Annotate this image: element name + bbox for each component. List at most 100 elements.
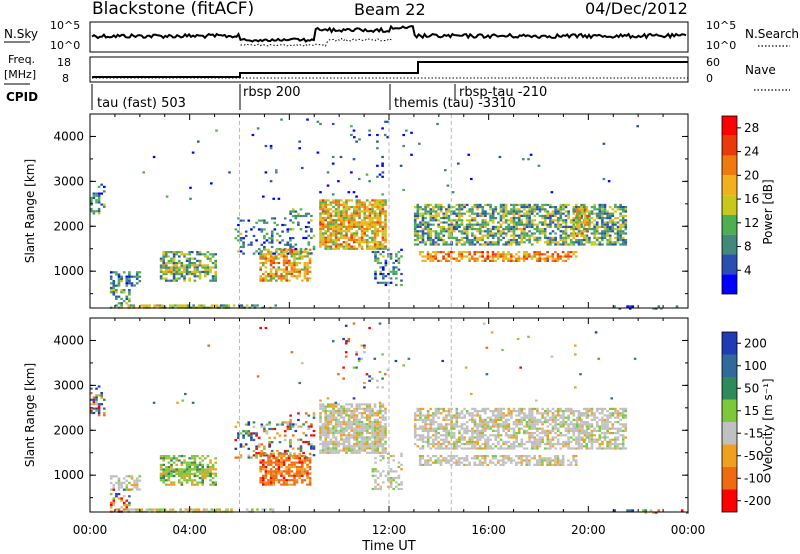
heatmap-cell [564, 230, 568, 233]
heatmap-cell [117, 481, 121, 484]
nsearch-label: N.Search [745, 27, 799, 41]
heatmap-cell [175, 273, 178, 276]
heatmap-cell [379, 445, 382, 448]
heatmap-cell [455, 223, 459, 226]
heatmap-cell [598, 232, 602, 235]
heatmap-cell [381, 403, 385, 406]
heatmap-cell [447, 407, 451, 410]
heatmap-cell [564, 429, 568, 432]
heatmap-cell [578, 225, 582, 229]
heatmap-cell [128, 300, 131, 303]
heatmap-cell [297, 418, 300, 422]
heatmap-cell [517, 412, 521, 415]
heatmap-cell [384, 259, 388, 262]
heatmap-cell [256, 127, 260, 130]
heatmap-cell [247, 421, 251, 424]
heatmap-cell [345, 199, 348, 202]
heatmap-cell [458, 445, 461, 448]
heatmap-cell [262, 257, 265, 260]
heatmap-cell [324, 203, 327, 206]
heatmap-cell [484, 440, 487, 443]
heatmap-cell [442, 239, 446, 242]
heatmap-cell [559, 225, 563, 228]
heatmap-cell [525, 432, 529, 435]
heatmap-cell [363, 409, 366, 413]
heatmap-cell [439, 230, 443, 233]
heatmap-cell [577, 241, 581, 244]
heatmap-cell [432, 427, 435, 430]
heatmap-cell [301, 481, 304, 484]
heatmap-cell [295, 461, 299, 464]
heatmap-cell [432, 412, 435, 415]
heatmap-cell [293, 257, 296, 260]
heatmap-cell [308, 476, 312, 480]
heatmap-cell [494, 436, 498, 439]
heatmap-cell [347, 225, 351, 228]
heatmap-cell [541, 436, 544, 439]
heatmap-cell [225, 508, 228, 511]
heatmap-cell [439, 259, 443, 262]
heatmap-cell [357, 177, 361, 181]
heatmap-cell [491, 208, 495, 211]
heatmap-cell [499, 225, 503, 228]
heatmap-cell [525, 251, 529, 254]
heatmap-cell [429, 427, 433, 430]
heatmap-cell [379, 451, 382, 454]
heatmap-cell [337, 201, 340, 204]
heatmap-cell [554, 212, 557, 215]
heatmap-cell [621, 214, 625, 217]
heatmap-cell [267, 461, 270, 464]
heatmap-cell [447, 232, 451, 235]
heatmap-cell [363, 201, 366, 204]
heatmap-cell [321, 236, 325, 239]
heatmap-cell [363, 438, 366, 441]
heatmap-cell [400, 468, 403, 471]
heatmap-cell [277, 197, 281, 200]
heatmap-cell [510, 234, 513, 237]
heatmap-cell [262, 277, 265, 280]
heatmap-cell [97, 409, 101, 412]
heatmap-cell [489, 410, 492, 413]
heatmap-cell [290, 255, 294, 258]
heatmap-cell [504, 443, 508, 446]
heatmap-cell [497, 410, 500, 413]
heatmap-cell [167, 455, 171, 458]
heatmap-cell [452, 423, 456, 426]
heatmap-cell [520, 423, 524, 426]
heatmap-cell [319, 442, 322, 446]
heatmap-cell [590, 445, 594, 448]
heatmap-cell [603, 225, 607, 228]
heatmap-cell [327, 420, 330, 424]
heatmap-cell [347, 409, 351, 413]
heatmap-cell [109, 282, 113, 285]
heatmap-cell [588, 438, 591, 441]
heatmap-cell [400, 487, 403, 491]
heatmap-cell [247, 456, 251, 459]
heatmap-cell [538, 438, 542, 441]
heatmap-cell [290, 461, 294, 464]
heatmap-cell [324, 438, 327, 441]
heatmap-cell [432, 210, 435, 213]
heatmap-cell [413, 429, 417, 432]
heatmap-cell [559, 214, 563, 217]
heatmap-cell [185, 271, 189, 274]
heatmap-cell [608, 219, 612, 222]
heatmap-cell [293, 461, 296, 464]
heatmap-cell [374, 270, 377, 273]
heatmap-cell [342, 427, 346, 430]
heatmap-cell [442, 243, 446, 246]
heatmap-cell [237, 234, 240, 238]
heatmap-cell [471, 427, 474, 430]
heatmap-cell [439, 236, 443, 239]
heatmap-cell [371, 247, 374, 250]
heatmap-cell [541, 416, 544, 419]
heatmap-cell [138, 475, 142, 478]
heatmap-cell [363, 449, 366, 452]
heatmap-cell [327, 434, 330, 437]
heatmap-cell [379, 472, 382, 475]
heatmap-cell [334, 214, 338, 217]
heatmap-cell [382, 275, 385, 278]
heatmap-cell [209, 479, 212, 482]
heatmap-cell [468, 214, 472, 217]
heatmap-cell [178, 268, 181, 271]
